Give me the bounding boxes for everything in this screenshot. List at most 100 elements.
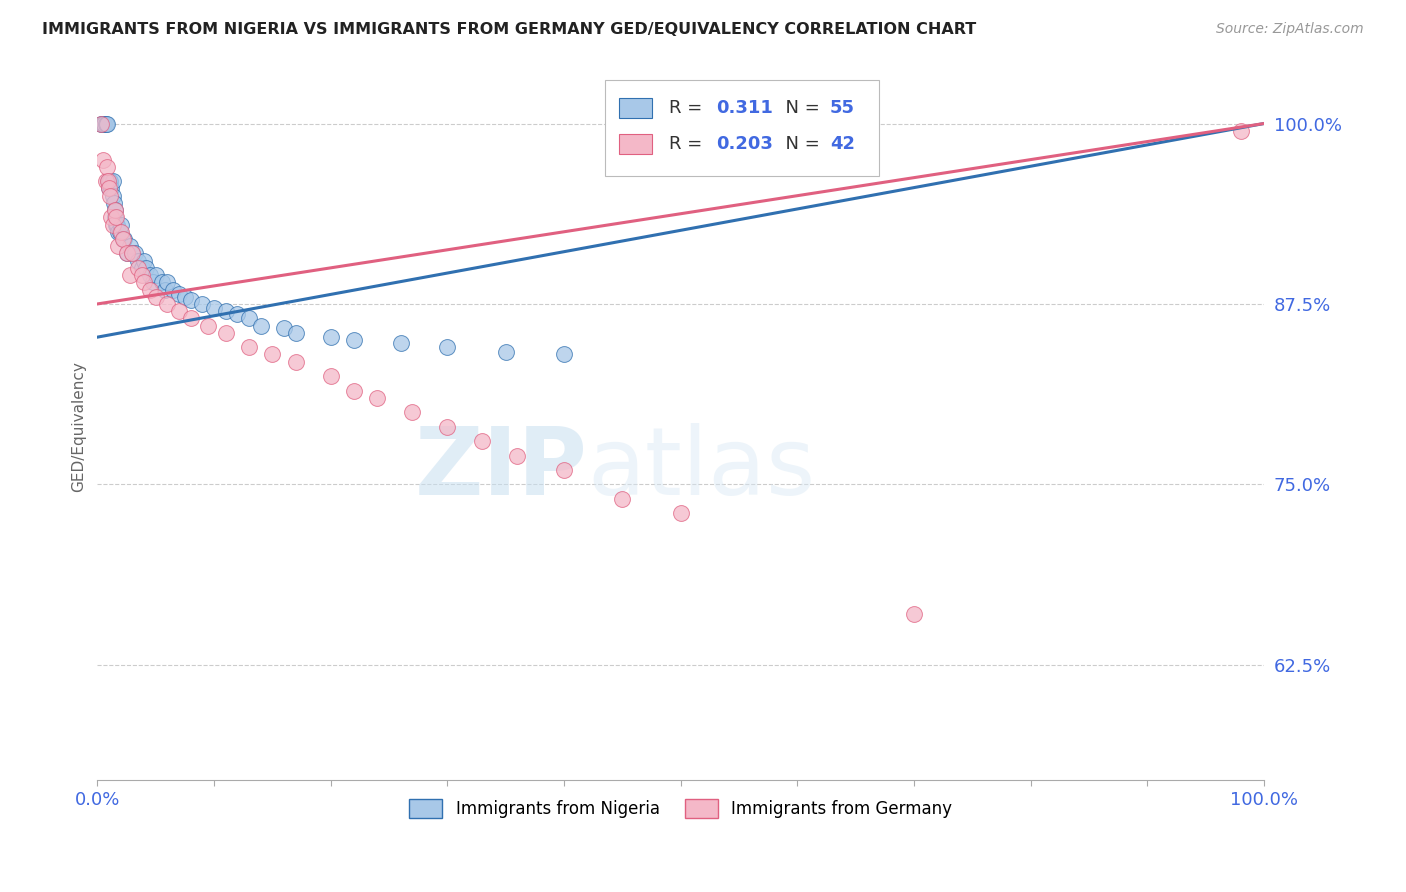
Point <box>495 344 517 359</box>
Point <box>343 333 366 347</box>
Point <box>273 321 295 335</box>
Point <box>132 253 155 268</box>
FancyBboxPatch shape <box>605 80 879 176</box>
Text: IMMIGRANTS FROM NIGERIA VS IMMIGRANTS FROM GERMANY GED/EQUIVALENCY CORRELATION C: IMMIGRANTS FROM NIGERIA VS IMMIGRANTS FR… <box>42 22 976 37</box>
Point <box>124 246 146 260</box>
Point <box>121 246 143 260</box>
Point <box>110 225 132 239</box>
Text: N =: N = <box>775 99 825 118</box>
Point <box>103 195 125 210</box>
Point <box>389 335 412 350</box>
Point <box>111 232 134 246</box>
Point <box>93 116 115 130</box>
Point <box>101 218 124 232</box>
Legend: Immigrants from Nigeria, Immigrants from Germany: Immigrants from Nigeria, Immigrants from… <box>402 792 959 825</box>
Point <box>319 330 342 344</box>
Point <box>105 218 128 232</box>
Text: Source: ZipAtlas.com: Source: ZipAtlas.com <box>1216 22 1364 37</box>
Point <box>96 160 118 174</box>
Point <box>112 232 135 246</box>
Point <box>343 384 366 398</box>
Point <box>132 275 155 289</box>
Point <box>167 304 190 318</box>
Point <box>202 301 225 316</box>
Point <box>91 116 114 130</box>
Point <box>96 116 118 130</box>
Point <box>118 239 141 253</box>
Point <box>97 174 120 188</box>
Text: atlas: atlas <box>588 423 815 515</box>
Point <box>238 311 260 326</box>
Point <box>94 174 117 188</box>
Point <box>436 419 458 434</box>
Point <box>215 304 238 318</box>
Point <box>104 211 127 225</box>
Point <box>197 318 219 333</box>
FancyBboxPatch shape <box>619 98 651 119</box>
Point <box>553 347 575 361</box>
Point <box>131 268 153 282</box>
Point <box>401 405 423 419</box>
Text: R =: R = <box>669 99 709 118</box>
Point <box>139 283 162 297</box>
Point <box>110 218 132 232</box>
Point <box>156 297 179 311</box>
Point <box>139 268 162 282</box>
Point <box>91 116 114 130</box>
Text: 0.203: 0.203 <box>716 135 772 153</box>
Point <box>100 181 122 195</box>
Point <box>1229 124 1251 138</box>
Point <box>104 203 127 218</box>
Point <box>249 318 271 333</box>
Point <box>105 211 128 225</box>
Point <box>471 434 494 448</box>
Point <box>215 326 238 340</box>
Point <box>98 188 121 202</box>
Point <box>366 391 388 405</box>
Point <box>167 286 190 301</box>
Point <box>101 174 124 188</box>
Point <box>319 369 342 384</box>
Point <box>180 311 202 326</box>
Text: ZIP: ZIP <box>415 423 588 515</box>
Point <box>142 275 165 289</box>
Point <box>903 607 925 622</box>
Point <box>104 203 127 218</box>
Point <box>191 297 214 311</box>
Point <box>118 268 141 282</box>
Point <box>107 225 129 239</box>
Point <box>180 293 202 307</box>
Point <box>100 211 122 225</box>
Point <box>94 116 117 130</box>
Point <box>127 253 149 268</box>
Point <box>90 116 112 130</box>
Text: 0.311: 0.311 <box>716 99 772 118</box>
Point <box>127 260 149 275</box>
Point <box>107 239 129 253</box>
Point <box>98 174 121 188</box>
Point <box>98 181 121 195</box>
Point <box>153 283 176 297</box>
Point <box>97 174 120 188</box>
Point <box>131 260 153 275</box>
Point <box>262 347 284 361</box>
Text: R =: R = <box>669 135 709 153</box>
Point <box>436 340 458 354</box>
Point <box>98 174 121 188</box>
Point <box>91 153 114 167</box>
Point <box>156 275 179 289</box>
Text: 42: 42 <box>830 135 855 153</box>
Point <box>115 246 138 260</box>
Point <box>150 275 173 289</box>
Point <box>145 268 167 282</box>
Point <box>553 463 575 477</box>
Point <box>135 260 157 275</box>
Y-axis label: GED/Equivalency: GED/Equivalency <box>72 361 86 492</box>
Point <box>115 246 138 260</box>
Point <box>173 290 195 304</box>
Point <box>162 283 184 297</box>
Point <box>145 290 167 304</box>
Point <box>105 218 128 232</box>
Point <box>121 246 143 260</box>
Point <box>101 188 124 202</box>
